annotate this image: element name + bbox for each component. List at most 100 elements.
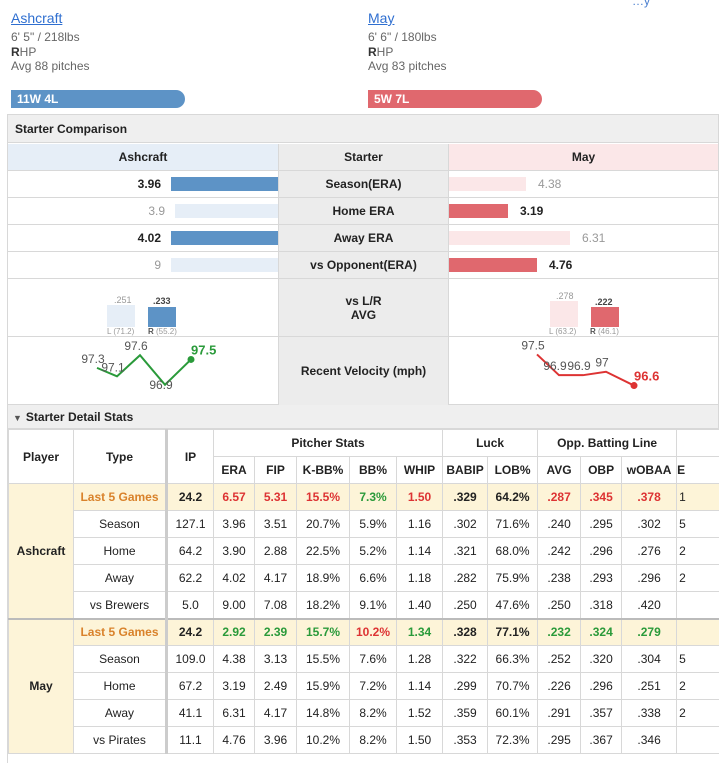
detail-stats-table: Player Type IP Pitcher Stats Luck Opp. B… [8,429,719,754]
stat-cell: .251 [621,672,678,700]
col-header[interactable]: K-BB% [296,456,350,484]
col-header[interactable]: BB% [349,456,397,484]
comparison-value-right: 3.19 [520,204,544,218]
ip-cell: 67.2 [166,672,214,700]
lr-bar-left-r [148,307,176,327]
detail-table-wrap[interactable]: Player Type IP Pitcher Stats Luck Opp. B… [7,429,719,763]
ip-cell: 127.1 [166,510,214,538]
velocity-line [536,353,635,387]
stat-cell: 66.3% [487,645,539,673]
stat-cell: 2.92 [213,617,255,646]
pitcher-name-link[interactable]: May [368,10,395,26]
stat-cell: 14.8% [296,699,350,727]
stat-cell: 47.6% [487,591,539,619]
lr-caption: R (55.2) [148,327,177,336]
lr-label: vs L/R AVG [278,279,449,336]
stat-cell: .299 [442,672,489,700]
comparison-col-mid: Starter [278,144,449,170]
col-header[interactable]: FIP [254,456,297,484]
stat-cell: .279 [621,617,678,646]
type-cell: Last 5 Games [73,617,168,646]
comparison-bar-left [171,231,278,245]
comparison-row: 3.96 Season(ERA) 4.38 [8,171,718,198]
stat-cell: 10.2% [296,726,350,754]
col-header[interactable]: WHIP [395,456,444,484]
comparison-row: 3.9 Home ERA 3.19 [8,198,718,225]
stat-cell [676,726,719,754]
stat-cell: 3.96 [254,726,297,754]
comparison-value-right: 4.76 [549,258,573,272]
ip-cell: 24.2 [166,483,214,511]
type-cell: Last 5 Games [73,483,168,511]
stat-cell: 2 [676,699,719,727]
velocity-value: 96.9 [567,359,591,373]
ip-cell: 41.1 [166,699,214,727]
pitcher-size: 6' 5" / 218lbs [11,30,80,44]
stat-cell: .276 [621,537,678,565]
velocity-chart-right: 97.5 96.9 96.9 97 96.6 [521,338,659,390]
comparison-left: 9 [8,252,278,278]
comparison-col-left: Ashcraft [8,144,278,170]
stat-cell: 3.51 [254,510,297,538]
lr-left: .251 .233 L (71.2) R (55.2) [8,279,278,336]
stat-cell: 1.18 [395,564,444,592]
comparison-row-lr: .251 .233 L (71.2) R (55.2) vs L/R AVG .2… [8,279,718,337]
stat-cell: 75.9% [487,564,539,592]
stat-cell: .357 [580,699,623,727]
lr-caption: L (63.2) [549,327,577,336]
detail-section-toggle[interactable]: ▼ Starter Detail Stats [7,405,719,429]
group-opp-batting: Opp. Batting Line [537,429,678,457]
table-row: Season 127.1 3.96 3.51 20.7% 5.9% 1.16.302 71.6… [9,510,719,538]
comparison-bar-right [449,204,508,218]
comparison-bar-right [449,177,526,191]
col-header[interactable]: BABIP [442,456,489,484]
velocity-value: 97.5 [191,342,216,357]
pitcher-card-right: May 6' 6" / 180lbs RHP Avg 83 pitches [368,10,568,74]
stat-cell: 4.02 [213,564,255,592]
comparison-value-right: 6.31 [582,231,606,245]
stat-cell: 4.17 [254,699,297,727]
col-header[interactable]: ERA [213,456,255,484]
stat-cell: .320 [580,645,623,673]
table-row: Home 64.2 3.90 2.88 22.5% 5.2% 1.14.321 68.0% .2… [9,537,719,565]
stat-cell: 5.2% [349,537,397,565]
stat-cell: .282 [442,564,489,592]
ip-cell: 11.1 [166,726,214,754]
stat-cell: 2.49 [254,672,297,700]
stat-cell: 9.00 [213,591,255,619]
ip-cell: 109.0 [166,645,214,673]
table-row: May Last 5 Games 24.2 2.92 2.39 15.7% 10.2% 1.3… [8,617,719,754]
stat-cell: 18.9% [296,564,350,592]
ip-cell: 24.2 [166,617,214,646]
stat-cell: .232 [537,617,582,646]
stat-cell: .329 [442,483,489,511]
top-link[interactable]: …y [632,0,650,8]
stat-cell: .291 [537,699,582,727]
lr-value: .222 [595,297,613,307]
stat-cell: 1.16 [395,510,444,538]
col-header[interactable]: AVG [537,456,582,484]
lr-value: .251 [114,295,132,305]
group-extra [676,429,719,457]
pitcher-avg-pitches: Avg 83 pitches [368,59,447,73]
stat-cell: .346 [621,726,678,754]
col-header[interactable]: E [676,456,719,484]
stat-cell: 3.13 [254,645,297,673]
stat-cell: .296 [621,564,678,592]
col-header[interactable]: LOB% [487,456,539,484]
col-header[interactable]: wOBAA [621,456,678,484]
stat-cell: 4.76 [213,726,255,754]
pitcher-name-link[interactable]: Ashcraft [11,10,63,26]
lr-caption: L (71.2) [107,327,135,336]
col-header[interactable]: OBP [580,456,623,484]
stat-cell: .240 [537,510,582,538]
stat-cell: 15.5% [296,645,350,673]
comparison-right: 6.31 [449,225,718,251]
stat-cell: 10.2% [349,617,397,646]
stat-cell: .296 [580,672,623,700]
comparison-right: 3.19 [449,198,718,224]
comparison-label: vs Opponent(ERA) [278,252,449,278]
stat-cell: 2 [676,537,719,565]
stat-cell: 1.34 [395,617,444,646]
stat-cell: 1 [676,483,719,511]
